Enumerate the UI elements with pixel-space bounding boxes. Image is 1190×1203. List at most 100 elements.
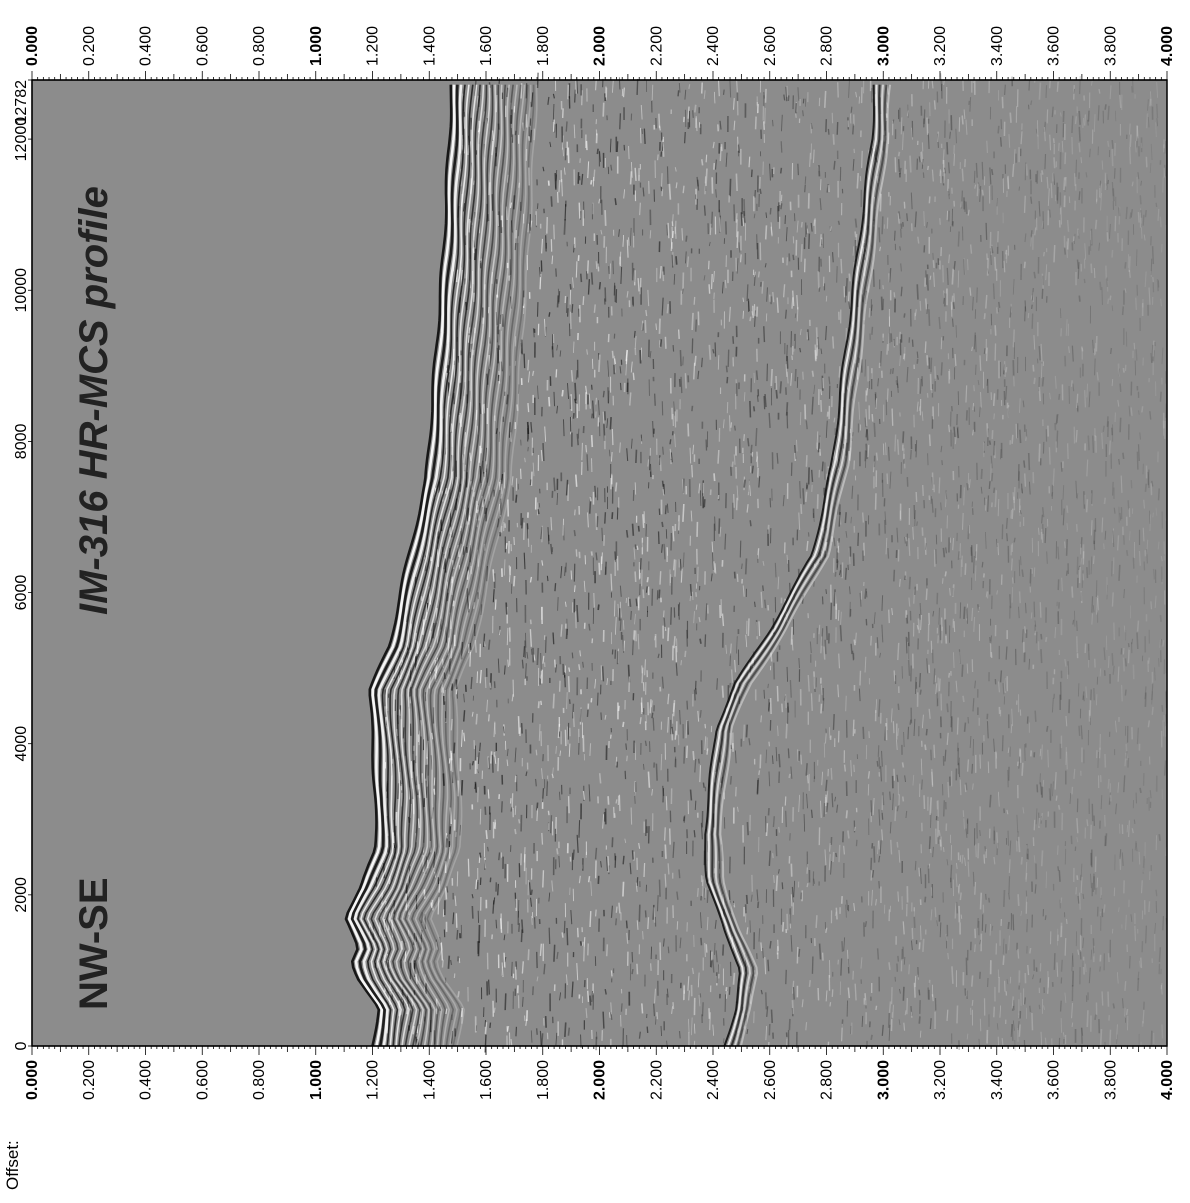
noise-wavelet [576, 611, 577, 628]
noise-wavelet [1077, 524, 1078, 532]
noise-wavelet [552, 346, 553, 357]
noise-wavelet [709, 284, 710, 293]
noise-wavelet [812, 371, 813, 377]
noise-wavelet [1157, 104, 1158, 118]
noise-wavelet [496, 95, 497, 112]
noise-wavelet [645, 741, 646, 746]
noise-wavelet [773, 120, 774, 126]
noise-wavelet [605, 512, 606, 523]
noise-wavelet [907, 213, 908, 221]
noise-wavelet [499, 630, 500, 635]
noise-wavelet [698, 180, 699, 191]
noise-wavelet [591, 698, 592, 702]
noise-wavelet [511, 807, 512, 812]
noise-wavelet [693, 751, 694, 760]
noise-wavelet [851, 107, 852, 113]
noise-wavelet [1062, 578, 1063, 592]
noise-wavelet [874, 846, 875, 862]
noise-wavelet [1039, 387, 1040, 401]
noise-wavelet [882, 216, 883, 234]
noise-wavelet [1143, 1010, 1144, 1023]
noise-wavelet [1025, 744, 1026, 761]
noise-wavelet [890, 792, 891, 801]
noise-wavelet [615, 813, 616, 818]
noise-wavelet [543, 870, 544, 887]
noise-wavelet [694, 830, 695, 837]
noise-wavelet [719, 80, 720, 96]
noise-wavelet [1046, 872, 1047, 889]
noise-wavelet [667, 304, 668, 313]
noise-wavelet [642, 665, 643, 673]
noise-wavelet [960, 893, 961, 901]
noise-wavelet [920, 673, 921, 687]
noise-wavelet [906, 811, 907, 818]
noise-wavelet [659, 880, 660, 897]
noise-wavelet [985, 846, 986, 851]
noise-wavelet [880, 351, 881, 366]
noise-wavelet [730, 179, 731, 197]
noise-wavelet [626, 598, 627, 603]
noise-wavelet [799, 949, 800, 957]
noise-wavelet [998, 126, 999, 134]
noise-wavelet [882, 595, 883, 611]
noise-wavelet [995, 325, 996, 336]
noise-wavelet [524, 646, 525, 657]
noise-wavelet [919, 1016, 920, 1023]
noise-wavelet [844, 846, 845, 855]
noise-wavelet [779, 827, 780, 833]
noise-wavelet [911, 450, 912, 460]
noise-wavelet [676, 256, 677, 264]
noise-wavelet [706, 169, 707, 186]
noise-wavelet [826, 733, 827, 743]
noise-wavelet [558, 597, 559, 611]
noise-wavelet [640, 717, 641, 724]
noise-wavelet [576, 261, 577, 277]
noise-wavelet [974, 406, 975, 411]
noise-wavelet [679, 1031, 680, 1038]
noise-wavelet [1087, 1010, 1088, 1027]
noise-wavelet [1054, 245, 1055, 262]
noise-wavelet [958, 231, 959, 246]
noise-wavelet [973, 403, 974, 410]
noise-wavelet [663, 271, 664, 281]
noise-wavelet [1091, 520, 1092, 535]
noise-wavelet [1125, 690, 1126, 696]
noise-wavelet [954, 261, 955, 270]
noise-wavelet [565, 148, 566, 160]
noise-wavelet [1022, 569, 1023, 576]
noise-wavelet [611, 452, 612, 461]
noise-wavelet [1068, 238, 1069, 249]
noise-wavelet [917, 352, 918, 359]
noise-wavelet [1147, 549, 1148, 563]
noise-wavelet [786, 811, 787, 827]
noise-wavelet [1123, 368, 1124, 373]
noise-wavelet [654, 907, 655, 922]
noise-wavelet [1152, 707, 1153, 715]
noise-wavelet [1110, 1030, 1111, 1047]
noise-wavelet [1039, 83, 1040, 100]
noise-wavelet [1138, 212, 1139, 223]
noise-wavelet [754, 275, 755, 286]
noise-wavelet [707, 890, 708, 903]
noise-wavelet [811, 810, 812, 818]
noise-wavelet [633, 524, 634, 536]
noise-wavelet [707, 748, 708, 754]
noise-wavelet [814, 671, 815, 688]
noise-wavelet [1040, 602, 1041, 618]
noise-wavelet [846, 696, 847, 711]
noise-wavelet [781, 141, 782, 152]
noise-wavelet [894, 670, 895, 681]
noise-wavelet [635, 168, 636, 181]
noise-wavelet [714, 473, 715, 481]
noise-wavelet [699, 759, 700, 764]
noise-wavelet [1108, 106, 1109, 120]
noise-wavelet [832, 793, 833, 807]
noise-wavelet [1137, 632, 1138, 649]
noise-wavelet [869, 731, 870, 738]
noise-wavelet [888, 548, 889, 558]
noise-wavelet [1024, 262, 1025, 268]
noise-wavelet [1047, 726, 1048, 732]
noise-wavelet [950, 132, 951, 139]
noise-wavelet [724, 90, 725, 95]
noise-wavelet [982, 562, 983, 568]
